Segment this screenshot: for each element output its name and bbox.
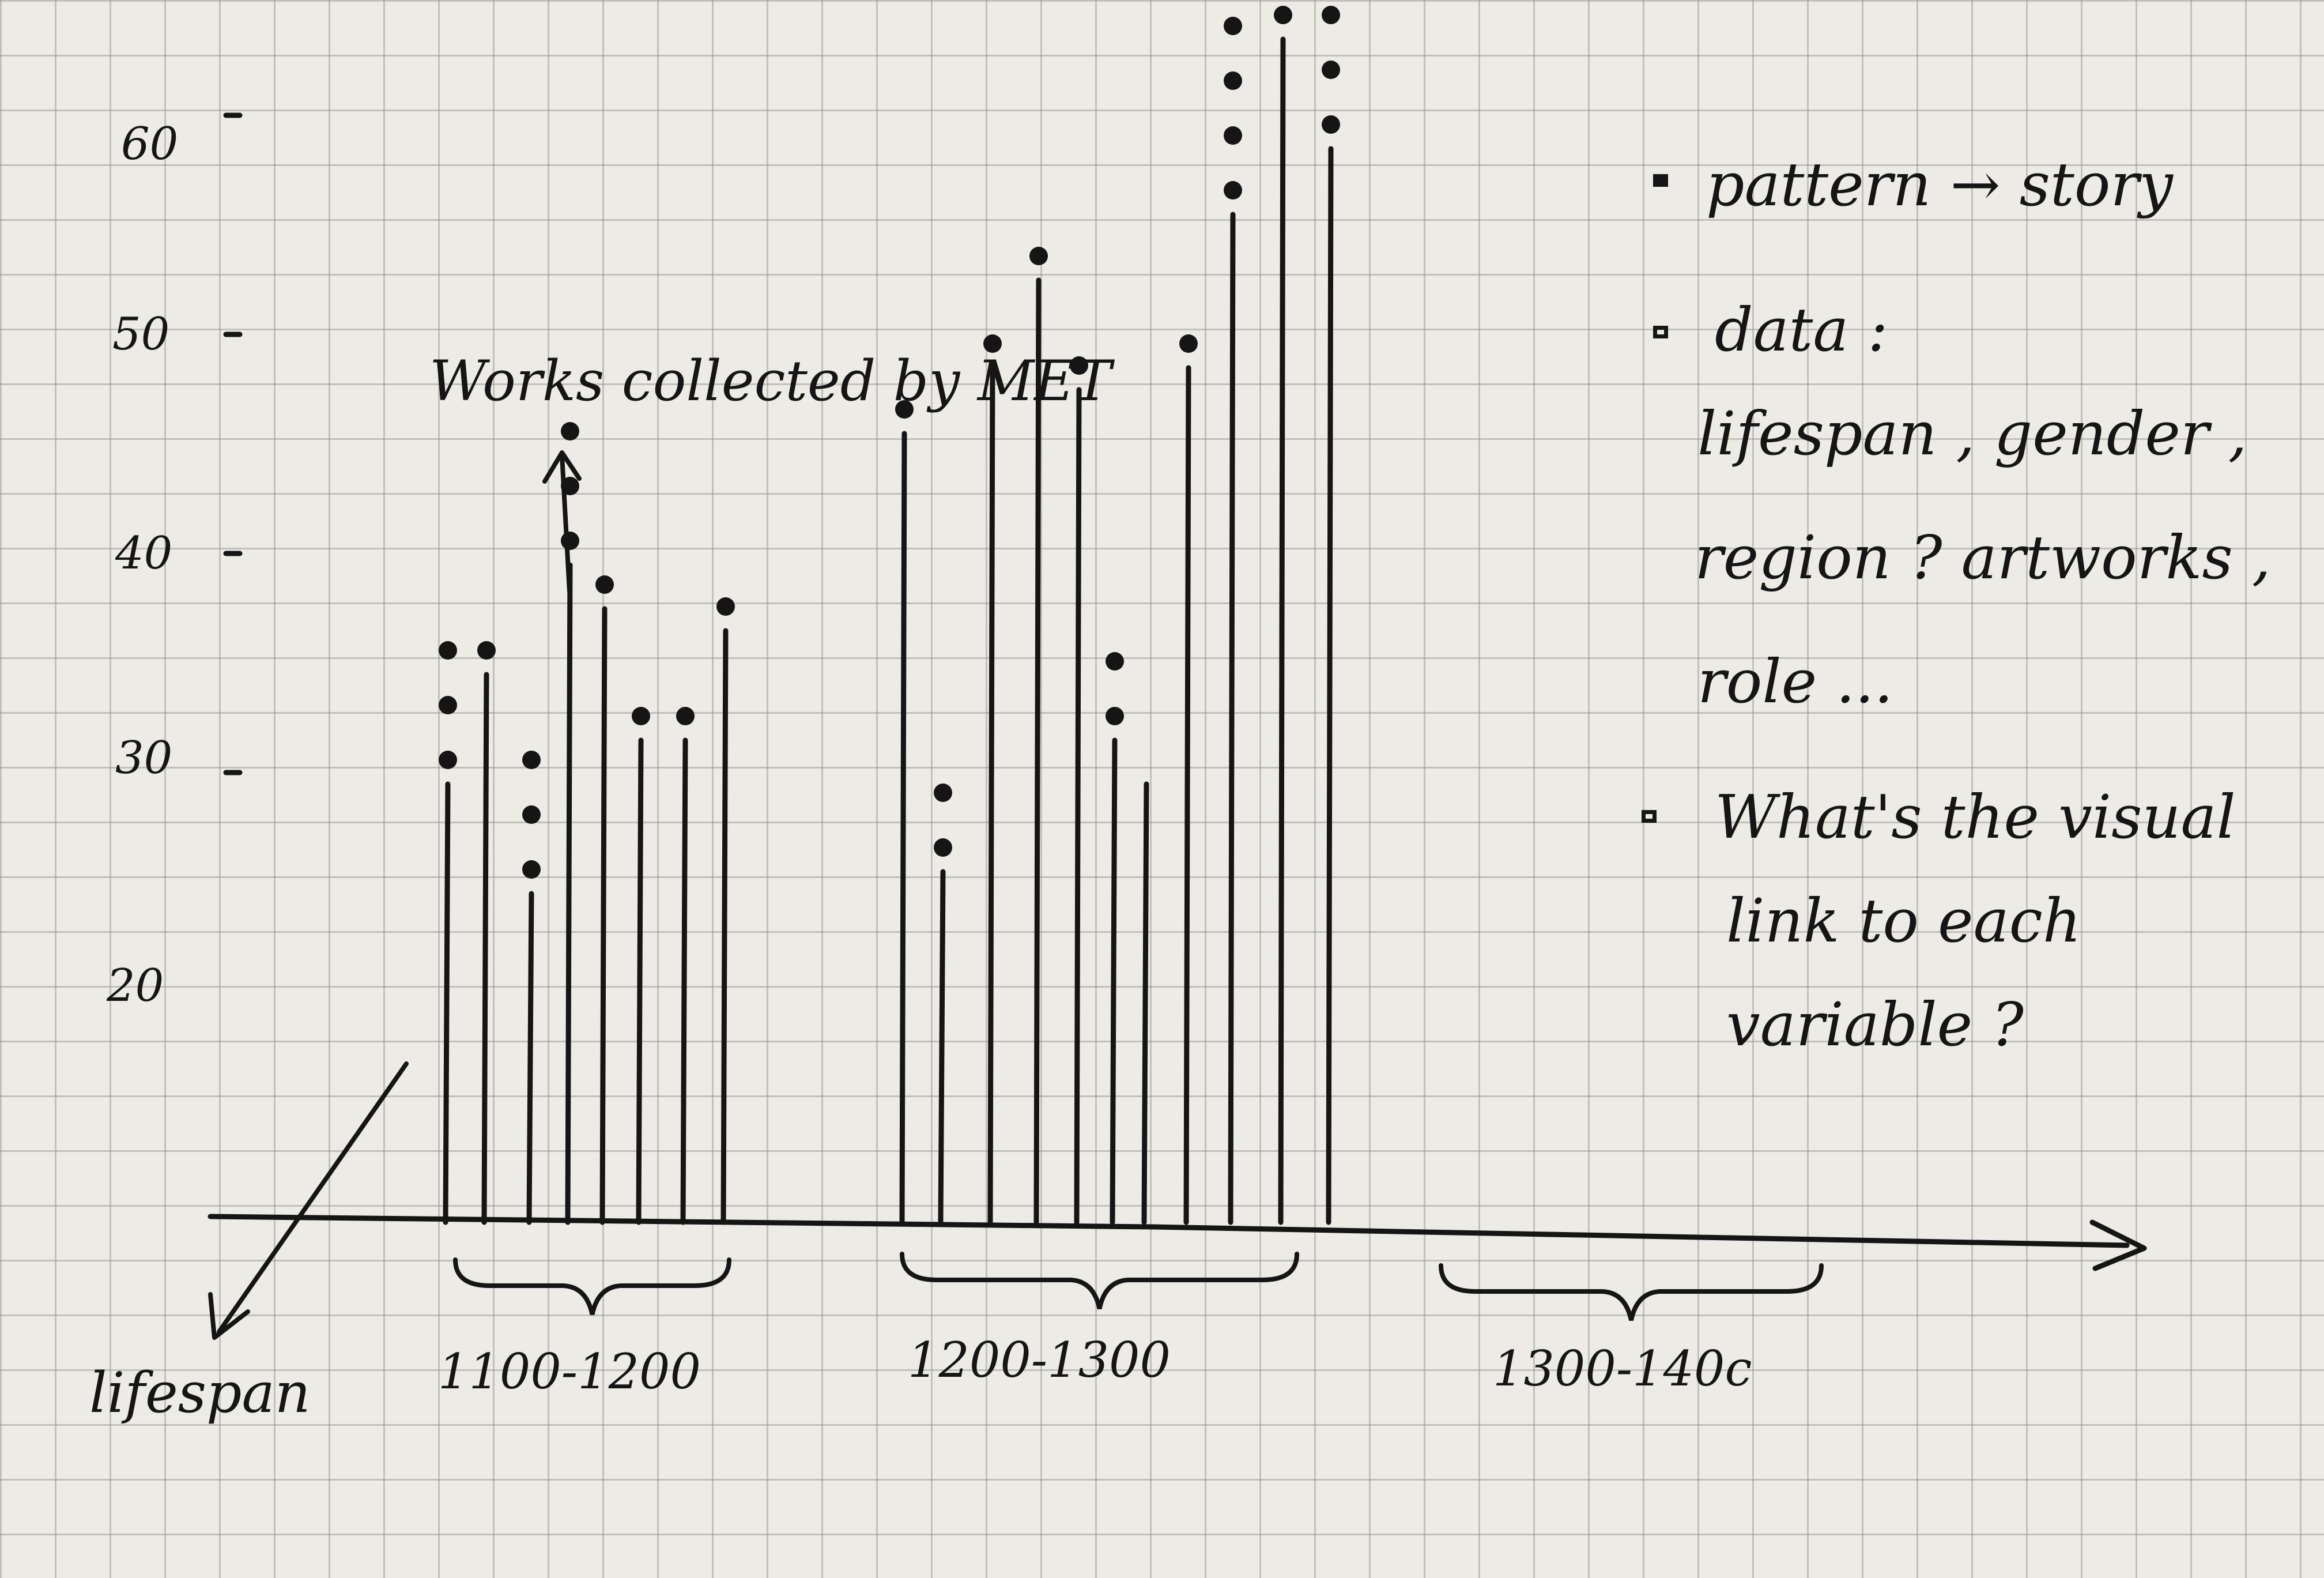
lifespan-arrow-head [208,1292,250,1340]
dot-1-3-0 [1029,247,1048,265]
dot-1-5-0 [1106,707,1124,725]
dot-0-2-1 [522,805,541,824]
dot-0-3-2 [561,422,579,440]
category-label-1200-1300: 1200-1300 [908,1332,1171,1388]
bar-1-8 [1228,212,1236,1225]
note-3-line-1: What's the visual [1715,782,2236,852]
dot-1-8-2 [1224,71,1242,90]
bar-1-10 [1326,146,1334,1225]
annotation-arrow-head [542,450,582,484]
dot-0-0-0 [439,751,457,769]
note-3-line-3: variable ? [1726,989,2024,1060]
category-label-1300-1400: 1300-140c [1493,1340,1752,1397]
dot-1-1-0 [934,838,952,857]
dot-0-3-1 [561,477,579,495]
dot-1-7-0 [1179,334,1198,353]
dot-0-0-1 [439,696,457,714]
dot-0-2-0 [522,860,541,879]
category-label-1100-1200: 1100-1200 [438,1343,701,1400]
brace-2 [1439,1263,1824,1321]
dot-1-10-2 [1322,6,1340,24]
dot-1-8-0 [1224,181,1242,199]
x-axis-line [207,1214,2130,1248]
bar-0-1 [481,672,489,1225]
bars-layer [439,6,1340,1225]
chart-annotation: Works collected by MET [429,349,1112,413]
brace-0 [453,1257,731,1315]
bar-0-5 [636,737,644,1225]
dot-1-0-0 [895,400,914,419]
dot-1-8-3 [1224,17,1242,35]
bar-0-4 [599,606,608,1225]
y-tick-label-30: 30 [115,732,173,784]
bar-1-6 [1141,781,1149,1225]
note-bullet-2 [1653,326,1668,338]
dot-0-4-0 [595,575,614,594]
lifespan-arrow-shaft [217,1061,409,1334]
note-2-line-4: role ... [1697,646,1893,717]
y-tick-label-40: 40 [115,528,173,579]
brace-1 [900,1252,1299,1309]
bar-1-5 [1110,737,1118,1225]
dot-0-1-0 [477,641,496,660]
bar-1-1 [938,869,946,1225]
bar-1-4 [1074,387,1082,1225]
bar-0-2 [526,891,534,1225]
dot-0-3-0 [561,532,579,550]
note-2-line-3: region ? artworks , [1695,522,2271,593]
bar-1-2 [987,365,995,1225]
y-tick-label-50: 50 [112,308,170,360]
note-2-line-1: data : [1715,295,1888,365]
note-3-line-2: link to each [1726,886,2081,956]
dot-0-7-0 [716,597,735,616]
dot-1-10-1 [1322,61,1340,79]
note-bullet-1 [1653,174,1668,187]
note-2-line-2: lifespan , gender , [1697,398,2247,469]
axis-label-lifespan: lifespan [89,1361,311,1425]
dot-1-2-0 [983,334,1002,353]
dot-1-5-1 [1106,652,1124,671]
dot-0-0-2 [439,641,457,660]
bar-0-7 [720,628,729,1225]
bar-0-0 [443,781,451,1225]
y-tick-label-60: 60 [121,118,179,170]
dot-1-1-1 [934,784,952,802]
x-axis-arrowhead [2089,1219,2147,1271]
dot-1-10-0 [1322,115,1340,134]
bar-1-9 [1278,36,1286,1225]
bar-1-7 [1183,365,1191,1225]
dot-1-9-0 [1274,6,1292,24]
dot-0-2-2 [522,751,541,769]
bar-0-6 [680,737,688,1225]
bar-1-0 [899,431,907,1225]
note-bullet-3 [1642,810,1657,823]
bar-0-3 [565,562,573,1225]
dot-1-4-0 [1070,356,1088,375]
dot-0-6-0 [676,707,695,725]
y-tick-label-20: 20 [107,960,164,1012]
dot-1-8-1 [1224,126,1242,145]
bar-1-3 [1033,277,1042,1225]
note-1-line-1: pattern → story [1706,149,2173,220]
brace-layer [453,1252,1824,1321]
dot-0-5-0 [632,707,650,725]
